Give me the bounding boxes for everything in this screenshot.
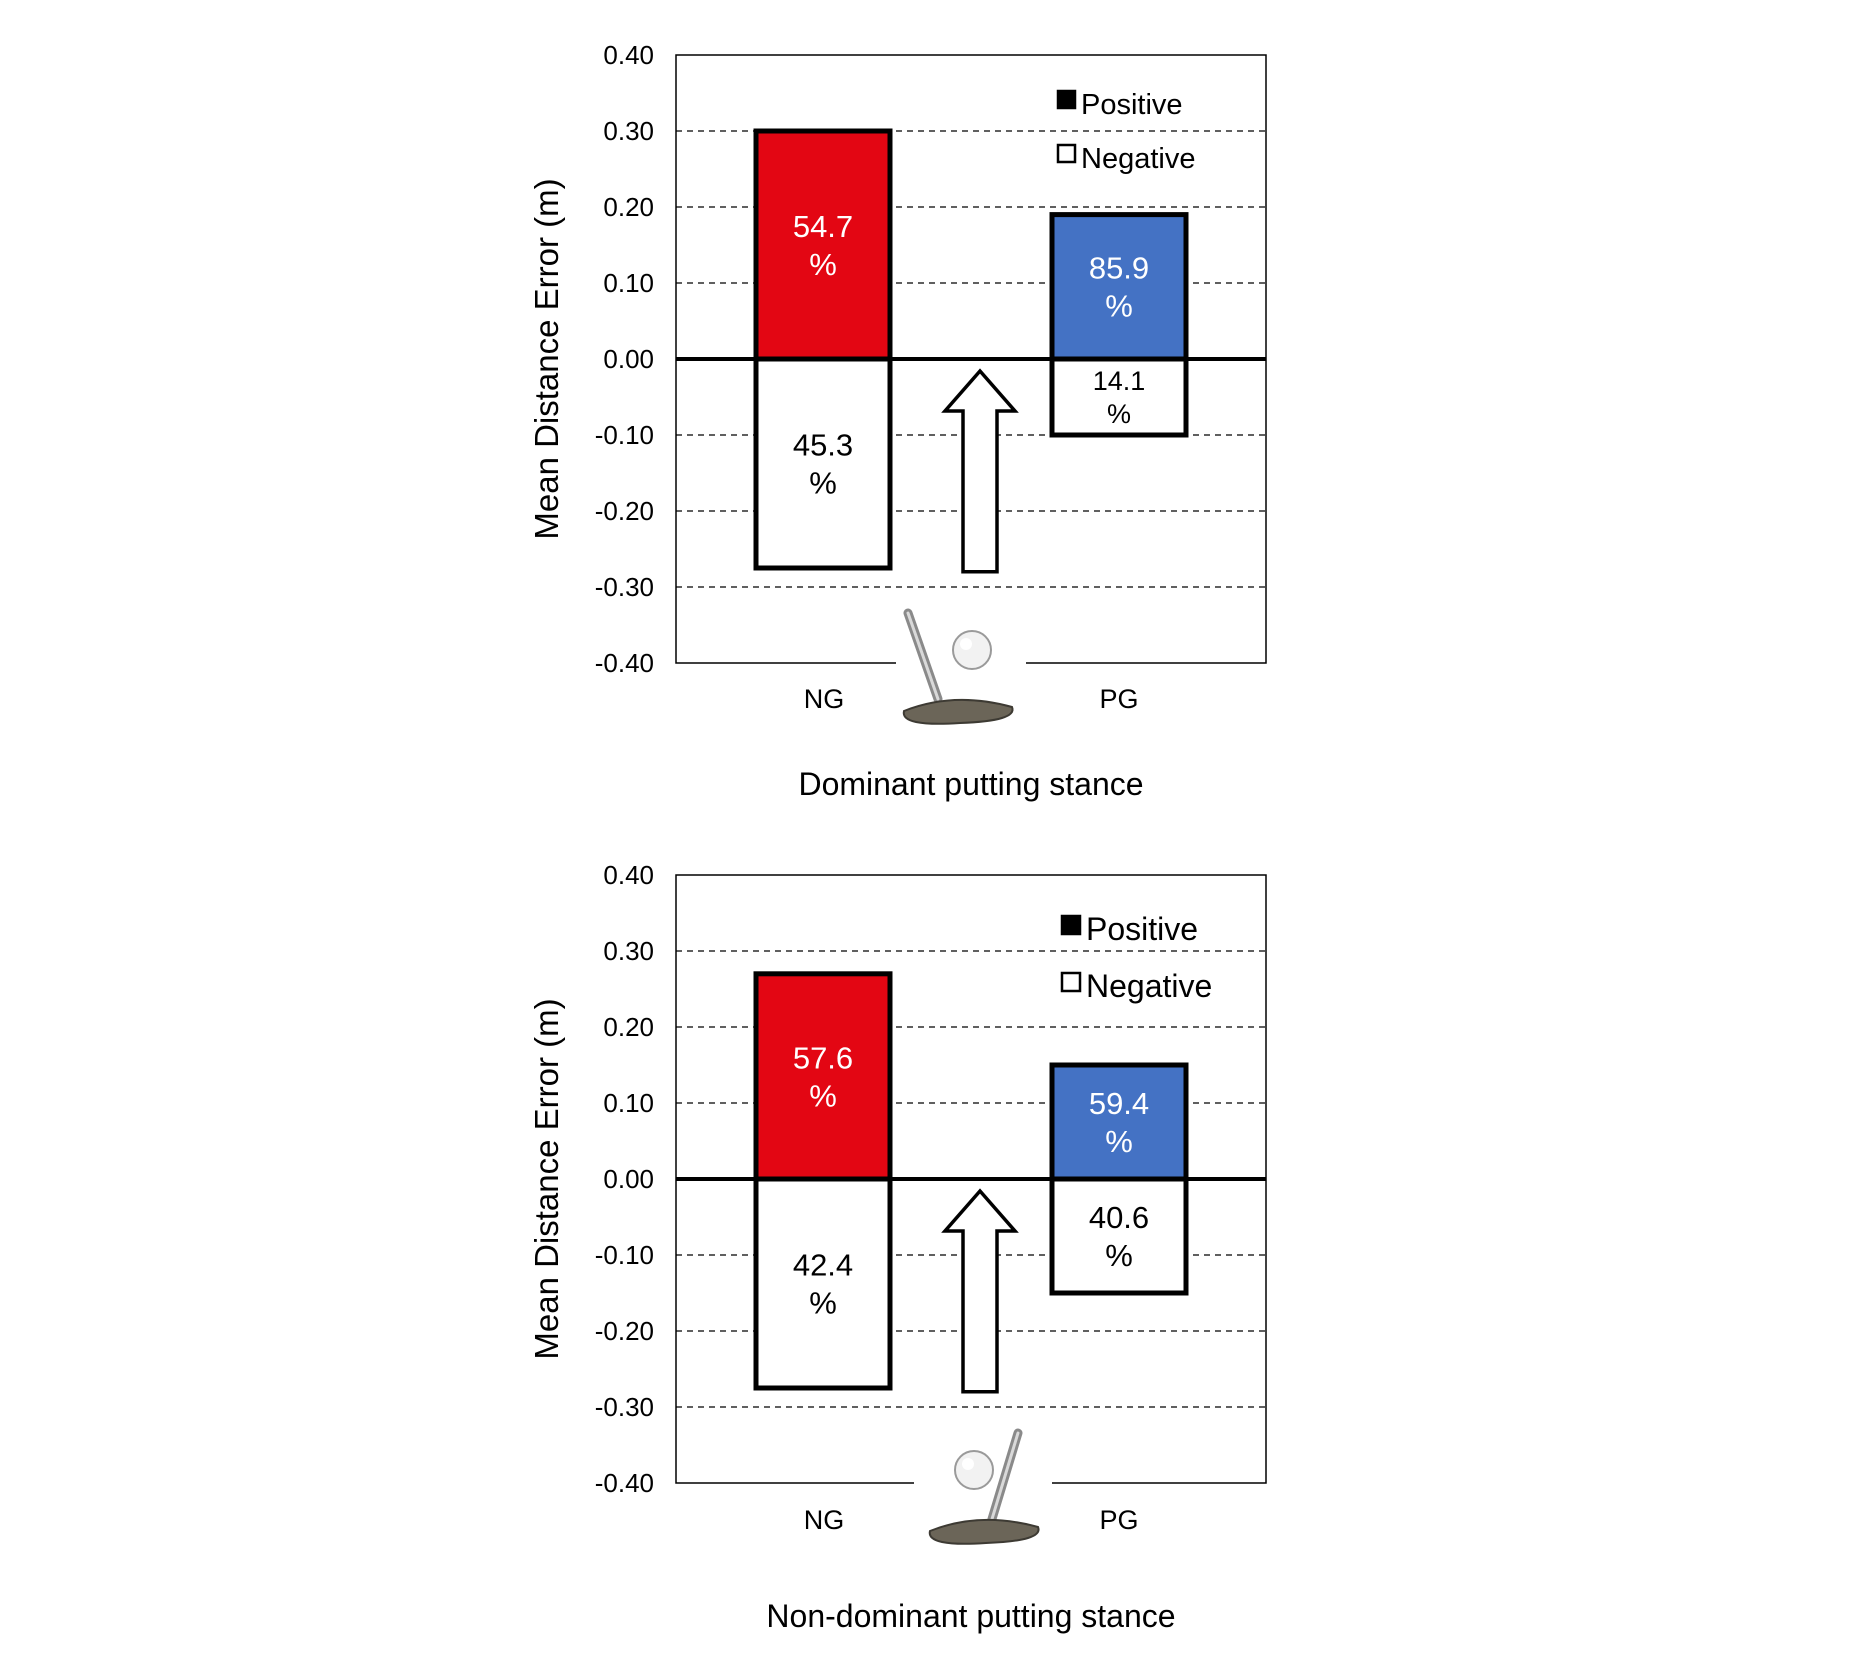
bar-pg-positive — [1049, 1062, 1189, 1182]
bar-data-label-line: % — [1105, 1124, 1133, 1159]
bar-ng-negative — [753, 356, 893, 571]
y-tick-label: 0.10 — [603, 268, 654, 298]
y-tick-label: 0.40 — [603, 860, 654, 890]
y-tick-label: 0.00 — [603, 1164, 654, 1194]
y-tick-label: -0.30 — [595, 1392, 654, 1422]
y-tick-label: 0.00 — [603, 344, 654, 374]
bar-data-label-line: 42.4 — [793, 1247, 853, 1282]
bar-data-label: 42.4% — [793, 1247, 853, 1320]
legend-swatch-negative — [1060, 971, 1082, 993]
legend-label-negative: Negative — [1086, 968, 1212, 1004]
y-tick-label: 0.30 — [603, 116, 654, 146]
bar-data-label-line: % — [809, 1285, 837, 1320]
y-tick-label: -0.20 — [595, 496, 654, 526]
golf-ball-highlight — [962, 1458, 974, 1470]
putter-shaft-highlight — [906, 611, 940, 701]
arrow-up-icon — [941, 368, 1019, 574]
bar-ng-positive — [753, 128, 893, 362]
legend-label-positive: Positive — [1086, 911, 1198, 947]
x-category-label: NG — [804, 684, 845, 714]
x-category-label: NG — [804, 1505, 845, 1535]
y-tick-label: 0.20 — [603, 192, 654, 222]
bar-data-label: 57.6% — [793, 1040, 853, 1113]
y-tick-label: -0.40 — [595, 648, 654, 678]
bar-data-label-line: % — [809, 465, 837, 500]
y-tick-label: 0.20 — [603, 1012, 654, 1042]
legend-label-positive: Positive — [1081, 89, 1183, 121]
golf-ball-highlight — [960, 638, 972, 650]
bar-data-label: 54.7% — [793, 209, 853, 282]
y-axis-label: Mean Distance Error (m) — [528, 998, 565, 1359]
y-tick-label: -0.30 — [595, 572, 654, 602]
golf-ball — [954, 1450, 994, 1490]
y-tick-label: 0.30 — [603, 936, 654, 966]
bar-data-label-line: % — [809, 1078, 837, 1113]
x-category-label: PG — [1099, 684, 1138, 714]
putter-head — [902, 698, 1014, 725]
y-tick-label: -0.10 — [595, 1240, 654, 1270]
y-tick-label: -0.40 — [595, 1468, 654, 1498]
legend-swatch-negative — [1056, 143, 1077, 164]
bar-data-label: 14.1% — [1093, 366, 1146, 429]
legend-swatch-positive — [1060, 914, 1082, 936]
y-tick-label: -0.10 — [595, 420, 654, 450]
golf-ball — [952, 630, 992, 670]
bar-data-label-line: % — [1107, 399, 1131, 429]
bar-data-label-line: 14.1 — [1093, 366, 1146, 396]
arrow-up-icon — [941, 1188, 1019, 1394]
bar-data-label-line: 57.6 — [793, 1040, 853, 1075]
putter-shaft-highlight — [990, 1431, 1020, 1521]
chart-title: Non-dominant putting stance — [766, 1598, 1175, 1634]
bar-data-label-line: % — [809, 247, 837, 282]
bar-pg-negative — [1049, 356, 1189, 438]
y-axis-label: Mean Distance Error (m) — [528, 178, 565, 539]
legend-label-negative: Negative — [1081, 143, 1195, 175]
bar-data-label-line: 54.7 — [793, 209, 853, 244]
bar-data-label: 85.9% — [1089, 251, 1149, 324]
bar-data-label-line: 59.4 — [1089, 1086, 1149, 1121]
putter-ball-icon — [914, 1428, 1052, 1545]
x-category-label: PG — [1099, 1505, 1138, 1535]
y-tick-label: 0.40 — [603, 40, 654, 70]
bar-ng-negative — [753, 1176, 893, 1391]
bar-data-label-line: 40.6 — [1089, 1200, 1149, 1235]
putter-ball-icon — [896, 608, 1026, 725]
putter-head — [928, 1518, 1040, 1545]
bar-data-label: 45.3% — [793, 427, 853, 500]
bar-pg-negative — [1049, 1176, 1189, 1296]
bar-ng-positive — [753, 971, 893, 1182]
legend-swatch-positive — [1056, 89, 1077, 110]
chart-panel-2: 0.40 0.30 0.20 0.10 0.00 -0.10 -0.20 -0.30 -0.40… — [528, 860, 1267, 1634]
bar-data-label-line: % — [1105, 289, 1133, 324]
bar-data-label-line: 85.9 — [1089, 251, 1149, 286]
chart-title: Dominant putting stance — [798, 766, 1143, 802]
chart-panel-1: 0.40 0.30 0.20 0.10 0.00 -0.10 -0.20 -0.30 -0.40… — [528, 40, 1267, 802]
bar-data-label-line: % — [1105, 1238, 1133, 1273]
bar-data-label-line: 45.3 — [793, 427, 853, 462]
bar-data-label: 40.6% — [1089, 1200, 1149, 1273]
bar-pg-positive — [1049, 212, 1189, 362]
y-tick-label: 0.10 — [603, 1088, 654, 1118]
bar-data-label: 59.4% — [1089, 1086, 1149, 1159]
y-tick-label: -0.20 — [595, 1316, 654, 1346]
